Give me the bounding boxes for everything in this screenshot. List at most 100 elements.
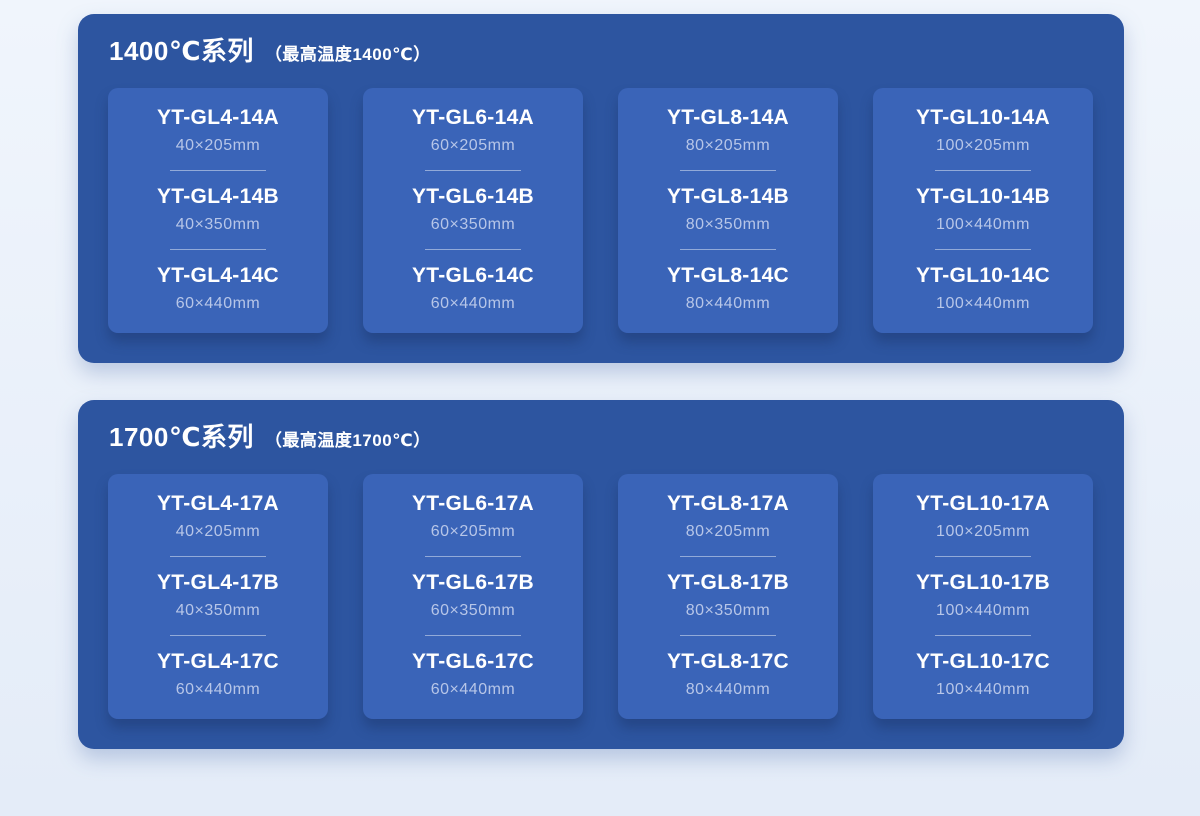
model-size: 40×205mm (175, 523, 261, 540)
model-size: 80×440mm (685, 681, 771, 698)
model-size: 80×440mm (685, 295, 771, 312)
model-name: YT-GL8-17C (666, 650, 790, 673)
model-name: YT-GL10-17B (915, 571, 1050, 594)
model-card: YT-GL8-17A 80×205mm YT-GL8-17B 80×350mm … (618, 474, 838, 719)
model-name: YT-GL4-17A (156, 492, 280, 515)
model-name: YT-GL6-17A (411, 492, 535, 515)
model-size: 60×440mm (175, 681, 261, 698)
model-entry: YT-GL4-14A 40×205mm (118, 105, 318, 156)
model-entry: YT-GL4-17C 60×440mm (118, 649, 318, 700)
model-size: 60×350mm (430, 216, 516, 233)
model-name: YT-GL4-14A (156, 106, 280, 129)
divider (680, 556, 776, 557)
model-name: YT-GL6-17C (411, 650, 535, 673)
model-size: 100×440mm (936, 295, 1030, 312)
model-entry: YT-GL10-14B 100×440mm (883, 184, 1083, 235)
model-entry: YT-GL6-14A 60×205mm (373, 105, 573, 156)
section-title: 1700℃系列 (109, 422, 254, 452)
model-size: 40×205mm (175, 137, 261, 154)
model-size: 40×350mm (175, 216, 261, 233)
model-entry: YT-GL6-17B 60×350mm (373, 570, 573, 621)
model-size: 100×205mm (936, 137, 1030, 154)
divider (935, 249, 1031, 250)
model-size: 60×205mm (430, 137, 516, 154)
model-name: YT-GL10-17C (915, 650, 1050, 673)
model-card: YT-GL8-14A 80×205mm YT-GL8-14B 80×350mm … (618, 88, 838, 333)
model-name: YT-GL8-14C (666, 264, 790, 287)
model-size: 60×440mm (175, 295, 261, 312)
model-entry: YT-GL4-14C 60×440mm (118, 263, 318, 314)
model-size: 80×205mm (685, 137, 771, 154)
model-card: YT-GL10-17A 100×205mm YT-GL10-17B 100×44… (873, 474, 1093, 719)
card-row: YT-GL4-17A 40×205mm YT-GL4-17B 40×350mm … (108, 474, 1094, 719)
model-card: YT-GL6-14A 60×205mm YT-GL6-14B 60×350mm … (363, 88, 583, 333)
model-entry: YT-GL8-14A 80×205mm (628, 105, 828, 156)
divider (935, 170, 1031, 171)
model-entry: YT-GL10-17A 100×205mm (883, 491, 1083, 542)
model-entry: YT-GL8-14B 80×350mm (628, 184, 828, 235)
section-subtitle: （最高温度1400℃） (264, 45, 431, 64)
divider (935, 635, 1031, 636)
model-name: YT-GL10-14A (915, 106, 1050, 129)
model-name: YT-GL4-14B (156, 185, 280, 208)
divider (425, 556, 521, 557)
model-size: 100×440mm (936, 216, 1030, 233)
model-card: YT-GL4-17A 40×205mm YT-GL4-17B 40×350mm … (108, 474, 328, 719)
model-entry: YT-GL4-14B 40×350mm (118, 184, 318, 235)
series-panel: 1400℃系列 （最高温度1400℃） YT-GL4-14A 40×205mm … (78, 14, 1124, 363)
model-size: 100×205mm (936, 523, 1030, 540)
series-header: 1400℃系列 （最高温度1400℃） (108, 35, 1094, 68)
series-header: 1700℃系列 （最高温度1700℃） (108, 421, 1094, 454)
model-name: YT-GL4-14C (156, 264, 280, 287)
model-entry: YT-GL4-17A 40×205mm (118, 491, 318, 542)
divider (425, 249, 521, 250)
divider (170, 556, 266, 557)
model-entry: YT-GL10-14A 100×205mm (883, 105, 1083, 156)
model-entry: YT-GL8-17A 80×205mm (628, 491, 828, 542)
model-name: YT-GL8-17B (666, 571, 790, 594)
model-name: YT-GL6-14A (411, 106, 535, 129)
model-name: YT-GL6-14C (411, 264, 535, 287)
divider (680, 170, 776, 171)
model-card: YT-GL10-14A 100×205mm YT-GL10-14B 100×44… (873, 88, 1093, 333)
model-entry: YT-GL6-17C 60×440mm (373, 649, 573, 700)
model-name: YT-GL6-14B (411, 185, 535, 208)
divider (680, 249, 776, 250)
model-size: 60×440mm (430, 295, 516, 312)
model-entry: YT-GL8-14C 80×440mm (628, 263, 828, 314)
model-name: YT-GL4-17B (156, 571, 280, 594)
model-name: YT-GL4-17C (156, 650, 280, 673)
model-size: 60×440mm (430, 681, 516, 698)
divider (170, 170, 266, 171)
model-card: YT-GL4-14A 40×205mm YT-GL4-14B 40×350mm … (108, 88, 328, 333)
model-size: 80×205mm (685, 523, 771, 540)
section-title: 1400℃系列 (109, 36, 254, 66)
model-name: YT-GL6-17B (411, 571, 535, 594)
model-entry: YT-GL6-14B 60×350mm (373, 184, 573, 235)
model-size: 40×350mm (175, 602, 261, 619)
model-entry: YT-GL10-14C 100×440mm (883, 263, 1083, 314)
divider (935, 556, 1031, 557)
divider (680, 635, 776, 636)
model-name: YT-GL10-14B (915, 185, 1050, 208)
model-entry: YT-GL10-17C 100×440mm (883, 649, 1083, 700)
model-name: YT-GL8-14A (666, 106, 790, 129)
model-entry: YT-GL10-17B 100×440mm (883, 570, 1083, 621)
series-panel: 1700℃系列 （最高温度1700℃） YT-GL4-17A 40×205mm … (78, 400, 1124, 749)
model-card: YT-GL6-17A 60×205mm YT-GL6-17B 60×350mm … (363, 474, 583, 719)
model-size: 80×350mm (685, 602, 771, 619)
model-name: YT-GL10-17A (915, 492, 1050, 515)
product-series-list: 1400℃系列 （最高温度1400℃） YT-GL4-14A 40×205mm … (78, 14, 1124, 749)
model-size: 100×440mm (936, 602, 1030, 619)
section-subtitle: （最高温度1700℃） (264, 431, 431, 450)
model-entry: YT-GL6-17A 60×205mm (373, 491, 573, 542)
model-size: 100×440mm (936, 681, 1030, 698)
divider (425, 170, 521, 171)
divider (170, 635, 266, 636)
divider (170, 249, 266, 250)
card-row: YT-GL4-14A 40×205mm YT-GL4-14B 40×350mm … (108, 88, 1094, 333)
model-entry: YT-GL4-17B 40×350mm (118, 570, 318, 621)
model-entry: YT-GL8-17C 80×440mm (628, 649, 828, 700)
model-entry: YT-GL8-17B 80×350mm (628, 570, 828, 621)
model-name: YT-GL8-17A (666, 492, 790, 515)
